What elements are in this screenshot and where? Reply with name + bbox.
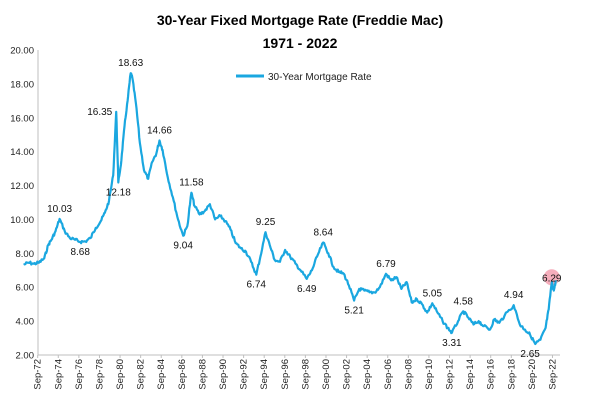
data-labels: 10.03 8.68 16.35 12.18 18.63 14.66 9.04 11.58 6.…: [47, 58, 562, 360]
data-label: 3.31: [442, 338, 462, 349]
data-label: 8.64: [313, 227, 333, 238]
series-layer: [23, 72, 557, 346]
x-tick-label: Sep-18: [506, 359, 517, 390]
legend-label: 30-Year Mortgage Rate: [268, 72, 372, 83]
data-label: 5.21: [344, 306, 364, 317]
y-tick-label: 16.00: [10, 113, 34, 124]
x-tick-label: Sep-94: [259, 359, 270, 390]
data-label: 8.68: [70, 247, 90, 258]
data-label: 18.63: [118, 58, 143, 69]
x-tick-label: Sep-78: [94, 359, 105, 390]
y-tick-label: 6.00: [16, 283, 35, 294]
x-tick-label: Sep-20: [527, 359, 538, 390]
x-tick-label: Sep-90: [218, 359, 229, 390]
data-label: 2.65: [520, 349, 540, 360]
data-label: 4.58: [453, 296, 473, 307]
chart-title: 30-Year Fixed Mortgage Rate (Freddie Mac…: [157, 12, 443, 28]
data-label: 16.35: [87, 107, 112, 118]
data-label: 14.66: [147, 125, 172, 136]
x-tick-label: Sep-98: [300, 359, 311, 390]
x-tick-label: Sep-00: [321, 359, 332, 390]
x-tick-label: Sep-74: [53, 359, 64, 390]
y-tick-label: 2.00: [16, 351, 35, 362]
y-tick-label: 4.00: [16, 317, 35, 328]
y-tick-label: 10.00: [10, 215, 34, 226]
y-axis-ticks: 2.00 4.00 6.00 8.00 10.00 12.00 14.00 16.00 18.0…: [10, 46, 34, 362]
x-tick-label: Sep-88: [197, 359, 208, 390]
data-label: 4.94: [504, 290, 524, 301]
axes: [37, 50, 560, 356]
x-tick-label: Sep-86: [177, 359, 188, 390]
y-tick-label: 8.00: [16, 249, 35, 260]
x-tick-label: Sep-04: [362, 359, 373, 390]
x-tick-label: Sep-76: [74, 359, 85, 390]
x-tick-label: Sep-10: [424, 359, 435, 390]
chart-subtitle: 1971 - 2022: [263, 35, 338, 51]
y-tick-label: 18.00: [10, 79, 34, 90]
x-tick-label: Sep-12: [445, 359, 456, 390]
x-tick-label: Sep-96: [280, 359, 291, 390]
x-tick-label: Sep-02: [342, 359, 353, 390]
data-label: 6.49: [297, 284, 317, 295]
data-label: 6.29: [542, 273, 562, 284]
data-label: 11.58: [179, 178, 204, 189]
data-label: 12.18: [106, 188, 131, 199]
x-axis-ticks: Sep-72 Sep-74 Sep-76 Sep-78 Sep-80 Sep-82 Sep-…: [33, 355, 558, 390]
x-tick-label: Sep-84: [156, 359, 167, 390]
data-label: 10.03: [47, 204, 72, 215]
x-tick-label: Sep-82: [136, 359, 147, 390]
series-line: [23, 72, 557, 346]
x-tick-label: Sep-72: [33, 359, 44, 390]
y-tick-label: 12.00: [10, 181, 34, 192]
x-tick-label: Sep-80: [115, 359, 126, 390]
data-label: 9.25: [256, 217, 276, 228]
x-tick-label: Sep-16: [486, 359, 497, 390]
data-label: 6.79: [376, 259, 396, 270]
x-tick-label: Sep-14: [465, 359, 476, 390]
y-tick-label: 20.00: [10, 46, 34, 57]
data-label: 6.74: [247, 280, 267, 291]
data-label: 5.05: [423, 288, 443, 299]
x-tick-label: Sep-92: [239, 359, 250, 390]
legend: 30-Year Mortgage Rate: [236, 72, 372, 83]
x-tick-label: Sep-06: [383, 359, 394, 390]
data-label: 9.04: [173, 241, 193, 252]
y-tick-label: 14.00: [10, 147, 34, 158]
x-tick-label: Sep-22: [547, 359, 558, 390]
x-tick-label: Sep-08: [403, 359, 414, 390]
